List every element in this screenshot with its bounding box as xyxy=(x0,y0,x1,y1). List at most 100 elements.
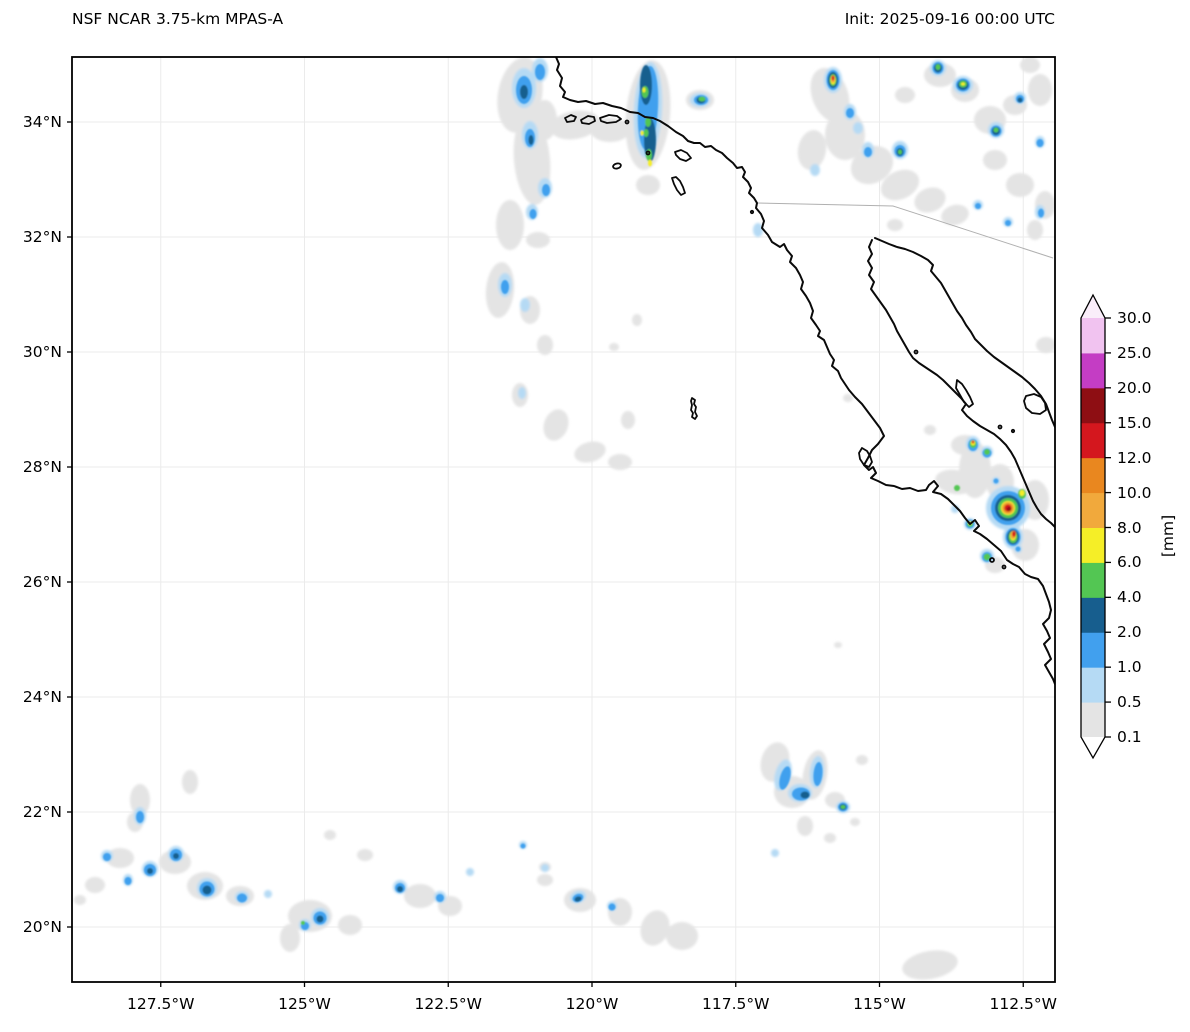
precip-cell xyxy=(74,895,86,905)
precip-cell xyxy=(941,204,969,226)
colorbar-segment xyxy=(1081,352,1105,389)
precip-cell xyxy=(397,886,403,892)
x-tick-label: 125°W xyxy=(278,995,331,1013)
precip-cell xyxy=(608,454,632,470)
precip-cell xyxy=(1028,74,1052,106)
precip-cell xyxy=(535,64,545,80)
precip-cell xyxy=(124,877,132,885)
precip-cell xyxy=(404,884,436,908)
precip-cell xyxy=(1038,208,1044,218)
precip-cell xyxy=(1019,490,1025,496)
precip-cell xyxy=(856,755,868,765)
x-tick-label: 117.5°W xyxy=(702,995,770,1013)
island-gulf-small-3 xyxy=(1010,428,1016,434)
island-guadalupe xyxy=(690,397,698,420)
precip-cell xyxy=(542,184,550,196)
island-gulf-small-5 xyxy=(1001,564,1007,570)
graticule xyxy=(72,57,1055,982)
precip-cell xyxy=(800,791,810,799)
colorbar-units-label: [mm] xyxy=(1159,514,1177,558)
precip-cell xyxy=(1017,97,1023,103)
precip-cell xyxy=(771,849,779,857)
precip-cell xyxy=(130,784,150,816)
precip-cell xyxy=(797,816,813,836)
island-san-clemente xyxy=(671,176,686,196)
colorbar-tick-label: 2.0 xyxy=(1117,623,1142,642)
precip-cell xyxy=(590,118,630,142)
precip-cell xyxy=(1015,546,1021,552)
coastline-layer xyxy=(555,57,1055,685)
precip-cell xyxy=(436,894,444,902)
precip-cell xyxy=(496,200,524,250)
y-tick-label: 34°N xyxy=(22,113,62,131)
island-cedros xyxy=(858,447,873,468)
y-tick-label: 28°N xyxy=(22,458,62,476)
precip-cell xyxy=(984,449,990,455)
y-tick-label: 22°N xyxy=(22,803,62,821)
precip-cell xyxy=(1005,220,1011,226)
precip-cell xyxy=(935,469,975,495)
axis-ticks xyxy=(67,121,1024,987)
precip-cell xyxy=(898,149,902,155)
precip-cell xyxy=(466,868,474,876)
y-tick-label: 26°N xyxy=(22,573,62,591)
precip-cell xyxy=(526,232,550,248)
y-tick-label: 20°N xyxy=(22,918,62,936)
init-time-label: Init: 2025-09-16 00:00 UTC xyxy=(844,10,1055,28)
precip-cell xyxy=(520,298,530,312)
precip-cell xyxy=(1036,139,1044,147)
island-anacapa xyxy=(624,119,630,125)
island-coronado xyxy=(749,209,755,215)
colorbar-tick-label: 8.0 xyxy=(1117,518,1142,537)
precip-cell xyxy=(1027,220,1043,240)
precip-cell xyxy=(698,96,706,102)
precip-cell xyxy=(173,853,179,859)
title-line-1: NSF NCAR 3.75-km MPAS-A xyxy=(72,10,284,28)
precip-cell xyxy=(666,922,698,950)
y-tick-label: 30°N xyxy=(22,343,62,361)
y-tick-label: 32°N xyxy=(22,228,62,246)
map-background xyxy=(72,57,1055,982)
precip-cell xyxy=(237,893,247,903)
island-gulf-small-2 xyxy=(997,424,1003,430)
precip-cell xyxy=(609,343,619,351)
precip-cell xyxy=(797,130,827,170)
colorbar-segment xyxy=(1081,387,1105,424)
colorbar-extend-under xyxy=(1081,737,1105,758)
precip-cell xyxy=(850,145,894,185)
precip-cell xyxy=(324,830,336,840)
colorbar-segment xyxy=(1081,318,1105,354)
precip-cell xyxy=(972,440,974,444)
precip-cell xyxy=(961,82,965,86)
colorbar-tick-label: 4.0 xyxy=(1117,588,1142,607)
precip-cell xyxy=(621,411,635,429)
precip-cell xyxy=(1020,57,1040,73)
x-tick-label: 122.5°W xyxy=(414,995,482,1013)
precip-cell xyxy=(648,159,652,167)
precip-cell xyxy=(914,187,946,213)
colorbar-segment xyxy=(1081,597,1105,633)
precip-cell xyxy=(574,441,606,463)
precip-cell xyxy=(280,924,300,952)
plot-border xyxy=(71,56,1056,983)
precip-cell xyxy=(993,478,999,484)
precip-cell xyxy=(810,164,820,176)
precip-cell xyxy=(983,150,1007,170)
precip-cell xyxy=(338,915,362,935)
precip-cell xyxy=(147,868,153,874)
california-baja-coastline xyxy=(555,57,1055,685)
precip-cell xyxy=(645,117,651,127)
precip-cell xyxy=(640,130,644,136)
precip-cell xyxy=(202,885,212,895)
colorbar-segment xyxy=(1081,527,1105,563)
colorbar-tick-label: 20.0 xyxy=(1117,378,1152,397)
precip-cell xyxy=(541,864,549,872)
precip-cell xyxy=(853,122,863,134)
precip-cell xyxy=(935,64,941,70)
precip-cell xyxy=(1012,531,1016,537)
precip-cell xyxy=(825,110,865,160)
colorbar-segment xyxy=(1081,422,1105,459)
precip-cell xyxy=(520,843,526,849)
